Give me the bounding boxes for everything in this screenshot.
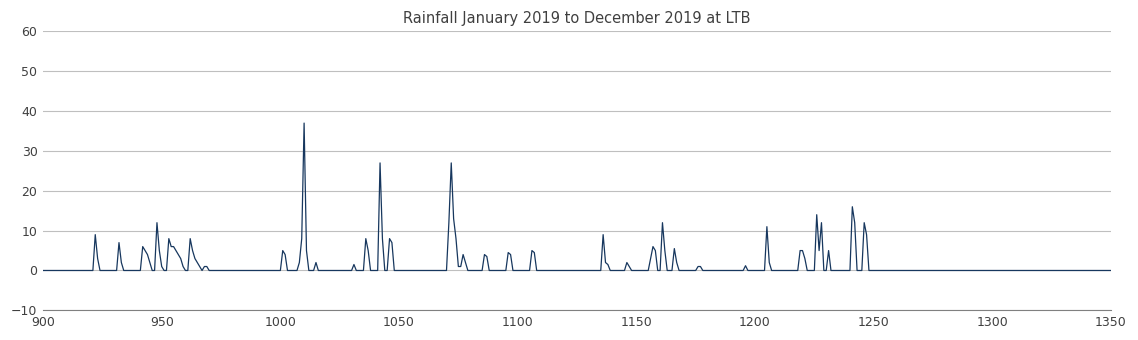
- Title: Rainfall January 2019 to December 2019 at LTB: Rainfall January 2019 to December 2019 a…: [403, 11, 751, 26]
